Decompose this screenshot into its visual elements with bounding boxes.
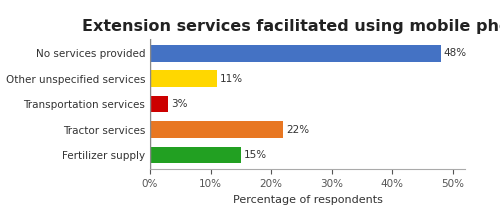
Text: 15%: 15% bbox=[244, 150, 267, 160]
Bar bbox=[150, 147, 241, 163]
X-axis label: Percentage of respondents: Percentage of respondents bbox=[232, 194, 382, 205]
Text: 48%: 48% bbox=[444, 48, 467, 58]
Text: 3%: 3% bbox=[171, 99, 188, 109]
Text: 11%: 11% bbox=[220, 74, 243, 84]
Text: 22%: 22% bbox=[286, 125, 310, 135]
Bar bbox=[150, 45, 441, 62]
Bar bbox=[150, 96, 168, 112]
Bar bbox=[150, 121, 284, 138]
Title: Extension services facilitated using mobile phone: Extension services facilitated using mob… bbox=[82, 19, 500, 34]
Bar bbox=[150, 71, 216, 87]
